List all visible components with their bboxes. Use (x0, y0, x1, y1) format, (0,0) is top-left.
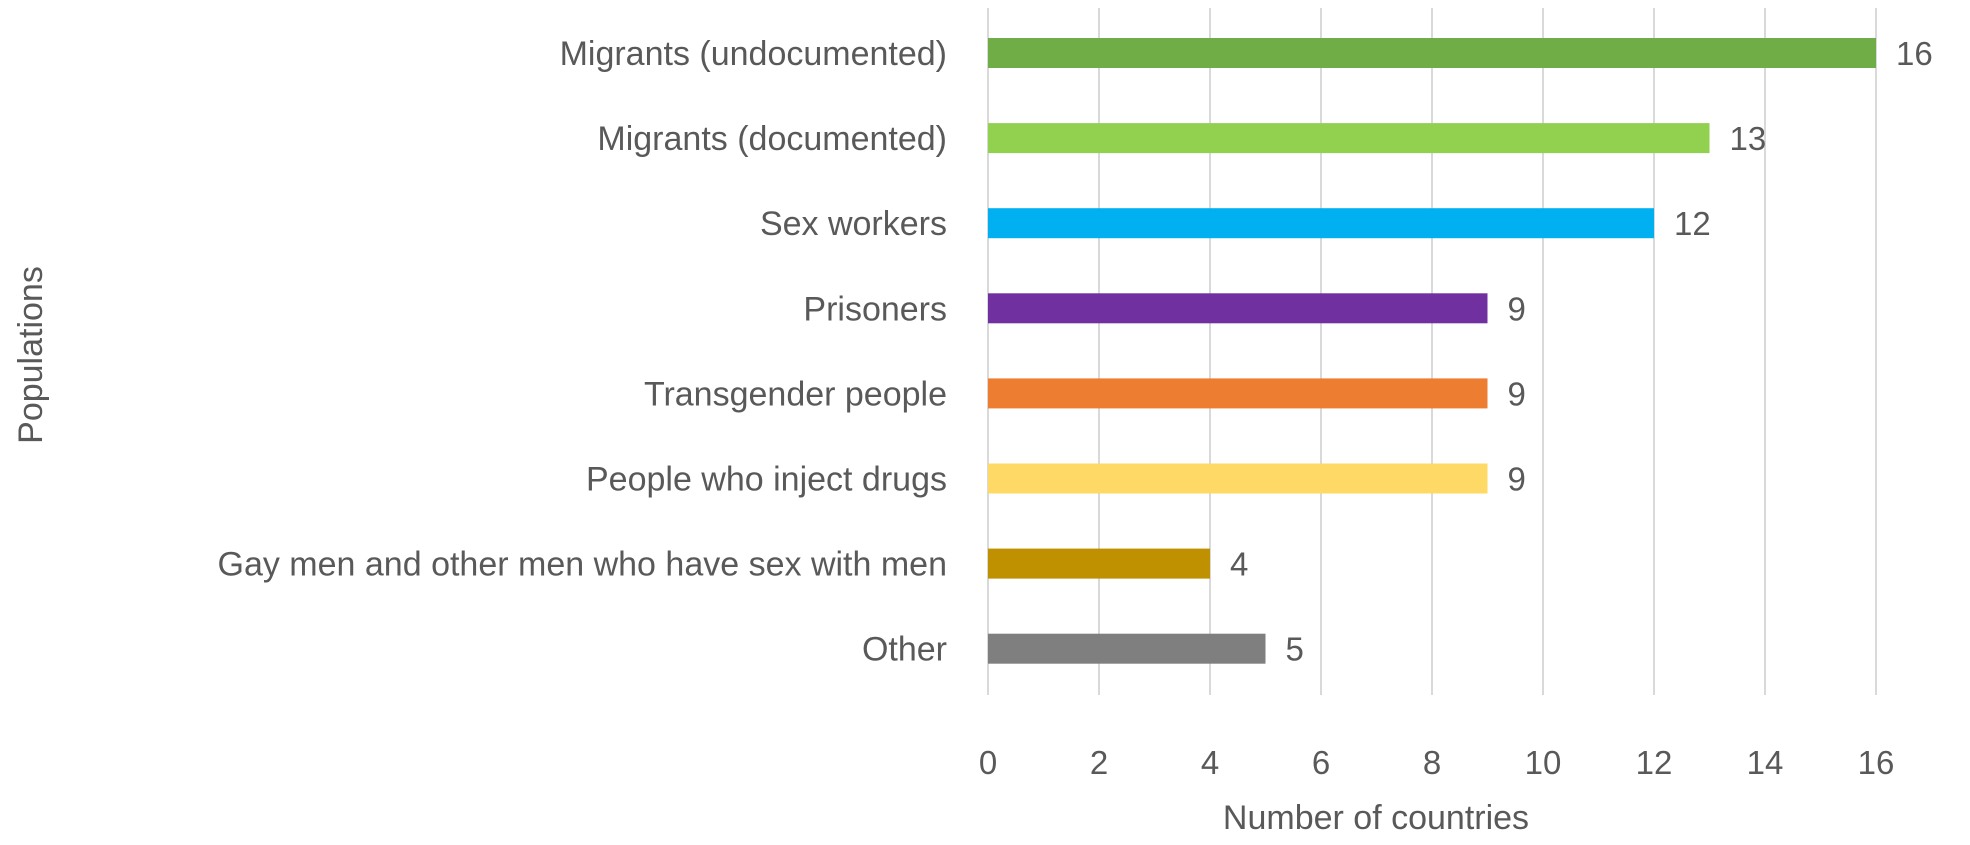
x-tick-label: 6 (1312, 744, 1330, 781)
category-label: Sex workers (760, 205, 947, 243)
category-label: Migrants (undocumented) (560, 35, 947, 73)
bar (988, 208, 1654, 239)
data-label: 12 (1674, 205, 1711, 242)
data-label: 16 (1896, 35, 1933, 72)
bar (988, 633, 1266, 664)
category-label: People who inject drugs (586, 461, 947, 499)
bar (988, 463, 1488, 494)
x-tick-label: 0 (979, 744, 997, 781)
data-label: 5 (1286, 631, 1304, 668)
category-labels: Migrants (undocumented) Migrants (documen… (218, 35, 948, 669)
x-tick-label: 16 (1858, 744, 1895, 781)
data-label: 9 (1508, 461, 1526, 498)
x-tick-labels: 0 2 4 6 8 10 12 14 16 (979, 744, 1895, 781)
bar (988, 378, 1488, 409)
category-label: Prisoners (803, 290, 947, 328)
x-tick-label: 12 (1636, 744, 1673, 781)
x-axis-title: Number of countries (1223, 799, 1529, 837)
category-label: Migrants (documented) (597, 120, 947, 158)
x-tick-label: 8 (1423, 744, 1441, 781)
bar (988, 548, 1210, 579)
x-tick-label: 2 (1090, 744, 1108, 781)
bar (988, 38, 1876, 68)
data-labels: 16 13 12 9 9 9 4 5 (1230, 35, 1933, 668)
category-label: Other (862, 631, 947, 669)
bar (988, 123, 1710, 154)
category-label: Gay men and other men who have sex with … (218, 546, 948, 584)
gridlines (987, 8, 1877, 695)
y-axis-title: Populations (12, 266, 50, 444)
x-tick-label: 10 (1525, 744, 1562, 781)
category-label: Transgender people (644, 375, 947, 413)
data-label: 9 (1508, 375, 1526, 412)
data-label: 4 (1230, 546, 1248, 583)
bar (988, 293, 1488, 324)
data-label: 9 (1508, 290, 1526, 327)
x-tick-label: 4 (1201, 744, 1219, 781)
x-tick-label: 14 (1747, 744, 1784, 781)
data-label: 13 (1730, 120, 1767, 157)
bars (988, 38, 1876, 664)
